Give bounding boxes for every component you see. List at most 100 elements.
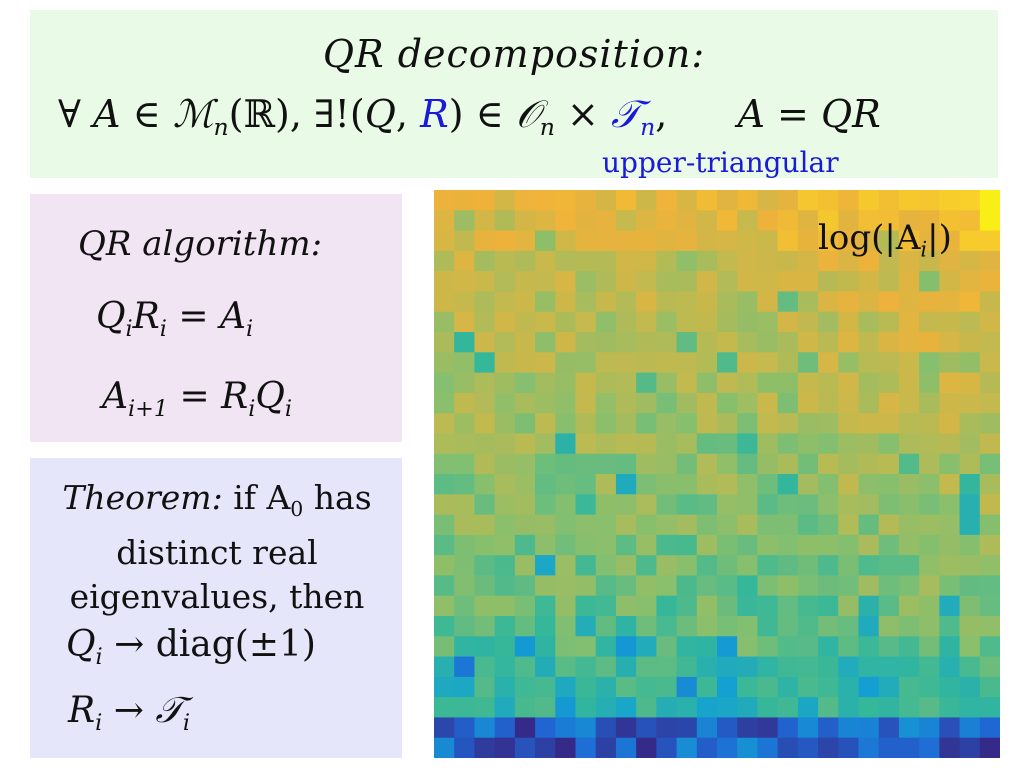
heatmap-cell — [959, 676, 981, 698]
heatmap-cell — [737, 636, 758, 658]
heatmap-cell — [939, 616, 961, 637]
heatmap-cell — [615, 737, 637, 758]
heatmap-cell — [514, 210, 536, 232]
heatmap-cell — [494, 636, 516, 658]
heatmap-cell — [434, 656, 455, 678]
heatmap-cell — [555, 433, 576, 455]
heatmap-cell — [696, 332, 718, 353]
heatmap-cell — [737, 433, 758, 455]
heatmap-cell — [757, 250, 779, 272]
heatmap-cell — [454, 697, 475, 718]
heatmap-cell — [535, 210, 556, 232]
heatmap-cell — [575, 291, 597, 313]
r-limit-r: R — [68, 690, 96, 731]
heatmap-cell — [696, 514, 718, 536]
heatmap-cell — [575, 514, 597, 536]
heatmap-cell — [898, 230, 920, 252]
heatmap-cell — [555, 575, 576, 597]
heatmap-cell — [797, 717, 819, 739]
heatmap-cell — [454, 271, 475, 292]
heatmap-cell — [595, 555, 617, 576]
heatmap-cell — [514, 453, 536, 475]
heatmap-cell — [959, 210, 981, 232]
heatmap-cell — [939, 271, 961, 292]
qr-decomposition-formula: ∀ A ∈ ℳn(ℝ), ∃!(Q, R) ∈ 𝒪n × 𝒯n, A = QR — [58, 92, 881, 141]
heatmap-cell — [838, 494, 859, 516]
heatmap-cell — [919, 636, 940, 658]
heatmap-label-pre: log(|A — [818, 218, 921, 258]
heatmap-cell — [535, 494, 556, 516]
heatmap-cell — [615, 372, 637, 394]
heatmap-cell — [717, 717, 738, 739]
heatmap-cell — [959, 190, 981, 211]
heatmap-cell — [858, 697, 880, 718]
heatmap-cell — [494, 433, 516, 455]
heatmap-cell — [535, 271, 556, 292]
heatmap-cell — [717, 474, 738, 495]
heatmap-cell — [575, 595, 597, 617]
heatmap-cell — [979, 494, 1000, 516]
theorem-panel: Theorem: if A0 has distinct real eigenva… — [30, 458, 402, 758]
heatmap-cell — [595, 332, 617, 353]
qr-decomposition-panel: QR decomposition: ∀ A ∈ ℳn(ℝ), ∃!(Q, R) … — [30, 10, 998, 179]
r-limit-sub-2: i — [182, 709, 191, 736]
heatmap-cell — [494, 575, 516, 597]
theorem-text-b: has distinct real eigenvalues, then — [69, 478, 372, 617]
comma: , — [395, 92, 421, 136]
heatmap-cell — [555, 250, 576, 272]
r-limit-sub-1: i — [95, 709, 103, 736]
heatmap-cell — [858, 555, 880, 576]
heatmap-cell — [474, 433, 496, 455]
heatmap-cell — [636, 656, 657, 678]
heatmap-cell — [514, 636, 536, 658]
heatmap-cell — [575, 413, 597, 434]
heatmap-cell — [656, 210, 678, 232]
heatmap-cell — [939, 433, 961, 455]
heatmap-cell — [979, 433, 1000, 455]
r-factor: R — [420, 92, 449, 136]
heatmap-cell — [494, 656, 516, 678]
heatmap-cell — [757, 291, 779, 313]
heatmap-cell — [474, 595, 496, 617]
heatmap-cell — [454, 656, 475, 678]
heatmap-cell — [676, 575, 698, 597]
heatmap-cell — [434, 352, 455, 374]
heatmap-cell — [636, 413, 657, 434]
heatmap-cell — [535, 332, 556, 353]
heatmap-cell — [535, 717, 556, 739]
heatmap-cell — [535, 514, 556, 536]
triangular-subscript: n — [640, 113, 656, 142]
heatmap-cell — [818, 575, 839, 597]
heatmap-cell — [454, 190, 475, 211]
heatmap-cell — [696, 433, 718, 455]
heatmap-cell — [979, 534, 1000, 556]
heatmap-cell — [676, 636, 698, 658]
heatmap-cell — [676, 514, 698, 536]
heatmap-cell — [959, 433, 981, 455]
heatmap-cell — [434, 575, 455, 597]
upper-triangular-note: upper-triangular — [602, 146, 839, 179]
heatmap-cell — [575, 636, 597, 658]
heatmap-cell — [535, 697, 556, 718]
heatmap-cell — [595, 534, 617, 556]
heatmap-cell — [858, 271, 880, 292]
heatmap-cell — [898, 210, 920, 232]
heatmap-cell — [838, 453, 859, 475]
heatmap-cell — [696, 291, 718, 313]
heatmap-cell — [454, 494, 475, 516]
heatmap-cell — [434, 636, 455, 658]
heatmap-cell — [919, 332, 940, 353]
heatmap-cell — [615, 656, 637, 678]
r-limit-t: 𝒯 — [155, 690, 183, 731]
heatmap-cell — [979, 636, 1000, 658]
heatmap-cell — [979, 676, 1000, 698]
heatmap-cell — [696, 697, 718, 718]
heatmap-cell — [838, 250, 859, 272]
heatmap-cell — [797, 534, 819, 556]
heatmap-cell — [434, 595, 455, 617]
heatmap-cell — [858, 230, 880, 252]
heatmap-cell — [777, 453, 799, 475]
heatmap-cell — [777, 311, 799, 333]
orthogonal-subscript: n — [539, 113, 555, 142]
heatmap-cell — [535, 656, 556, 678]
